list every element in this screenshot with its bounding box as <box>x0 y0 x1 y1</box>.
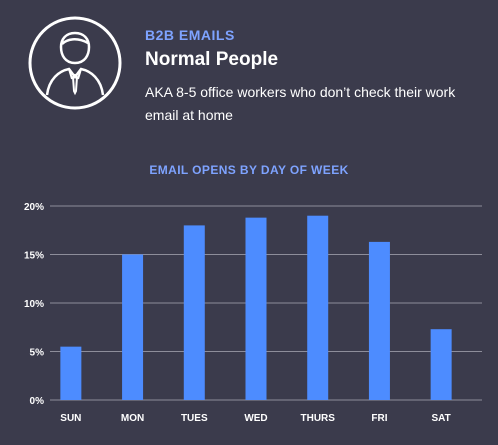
bar-mon <box>122 254 144 400</box>
x-tick-label: SUN <box>60 413 81 424</box>
y-tick-label: 15% <box>24 251 44 262</box>
bar-thurs <box>307 215 329 400</box>
bar-wed <box>245 217 267 400</box>
chart-title: EMAIL OPENS BY DAY OF WEEK <box>149 163 349 177</box>
bar-sun <box>60 346 82 400</box>
segment-title: Normal People <box>145 49 279 70</box>
y-tick-label: 0% <box>30 396 45 407</box>
y-tick-label: 10% <box>24 299 44 310</box>
x-tick-label: MON <box>121 413 144 424</box>
x-tick-label: FRI <box>371 413 387 424</box>
x-tick-label: THURS <box>300 413 335 424</box>
bar-fri <box>368 241 390 400</box>
x-tick-label: TUES <box>181 413 208 424</box>
segment-description: AKA 8-5 office workers who don’t check t… <box>145 84 456 123</box>
y-tick-label: 5% <box>30 348 45 359</box>
x-tick-label: WED <box>244 413 267 424</box>
x-tick-label: SAT <box>432 413 451 424</box>
y-tick-label: 20% <box>24 202 44 213</box>
bar-tues <box>183 225 205 400</box>
segment-subtitle: B2B EMAILS <box>145 27 235 43</box>
businessman-icon <box>28 16 122 110</box>
bar-sat <box>430 329 452 400</box>
header-text: B2B EMAILS Normal People AKA 8-5 office … <box>145 26 485 127</box>
